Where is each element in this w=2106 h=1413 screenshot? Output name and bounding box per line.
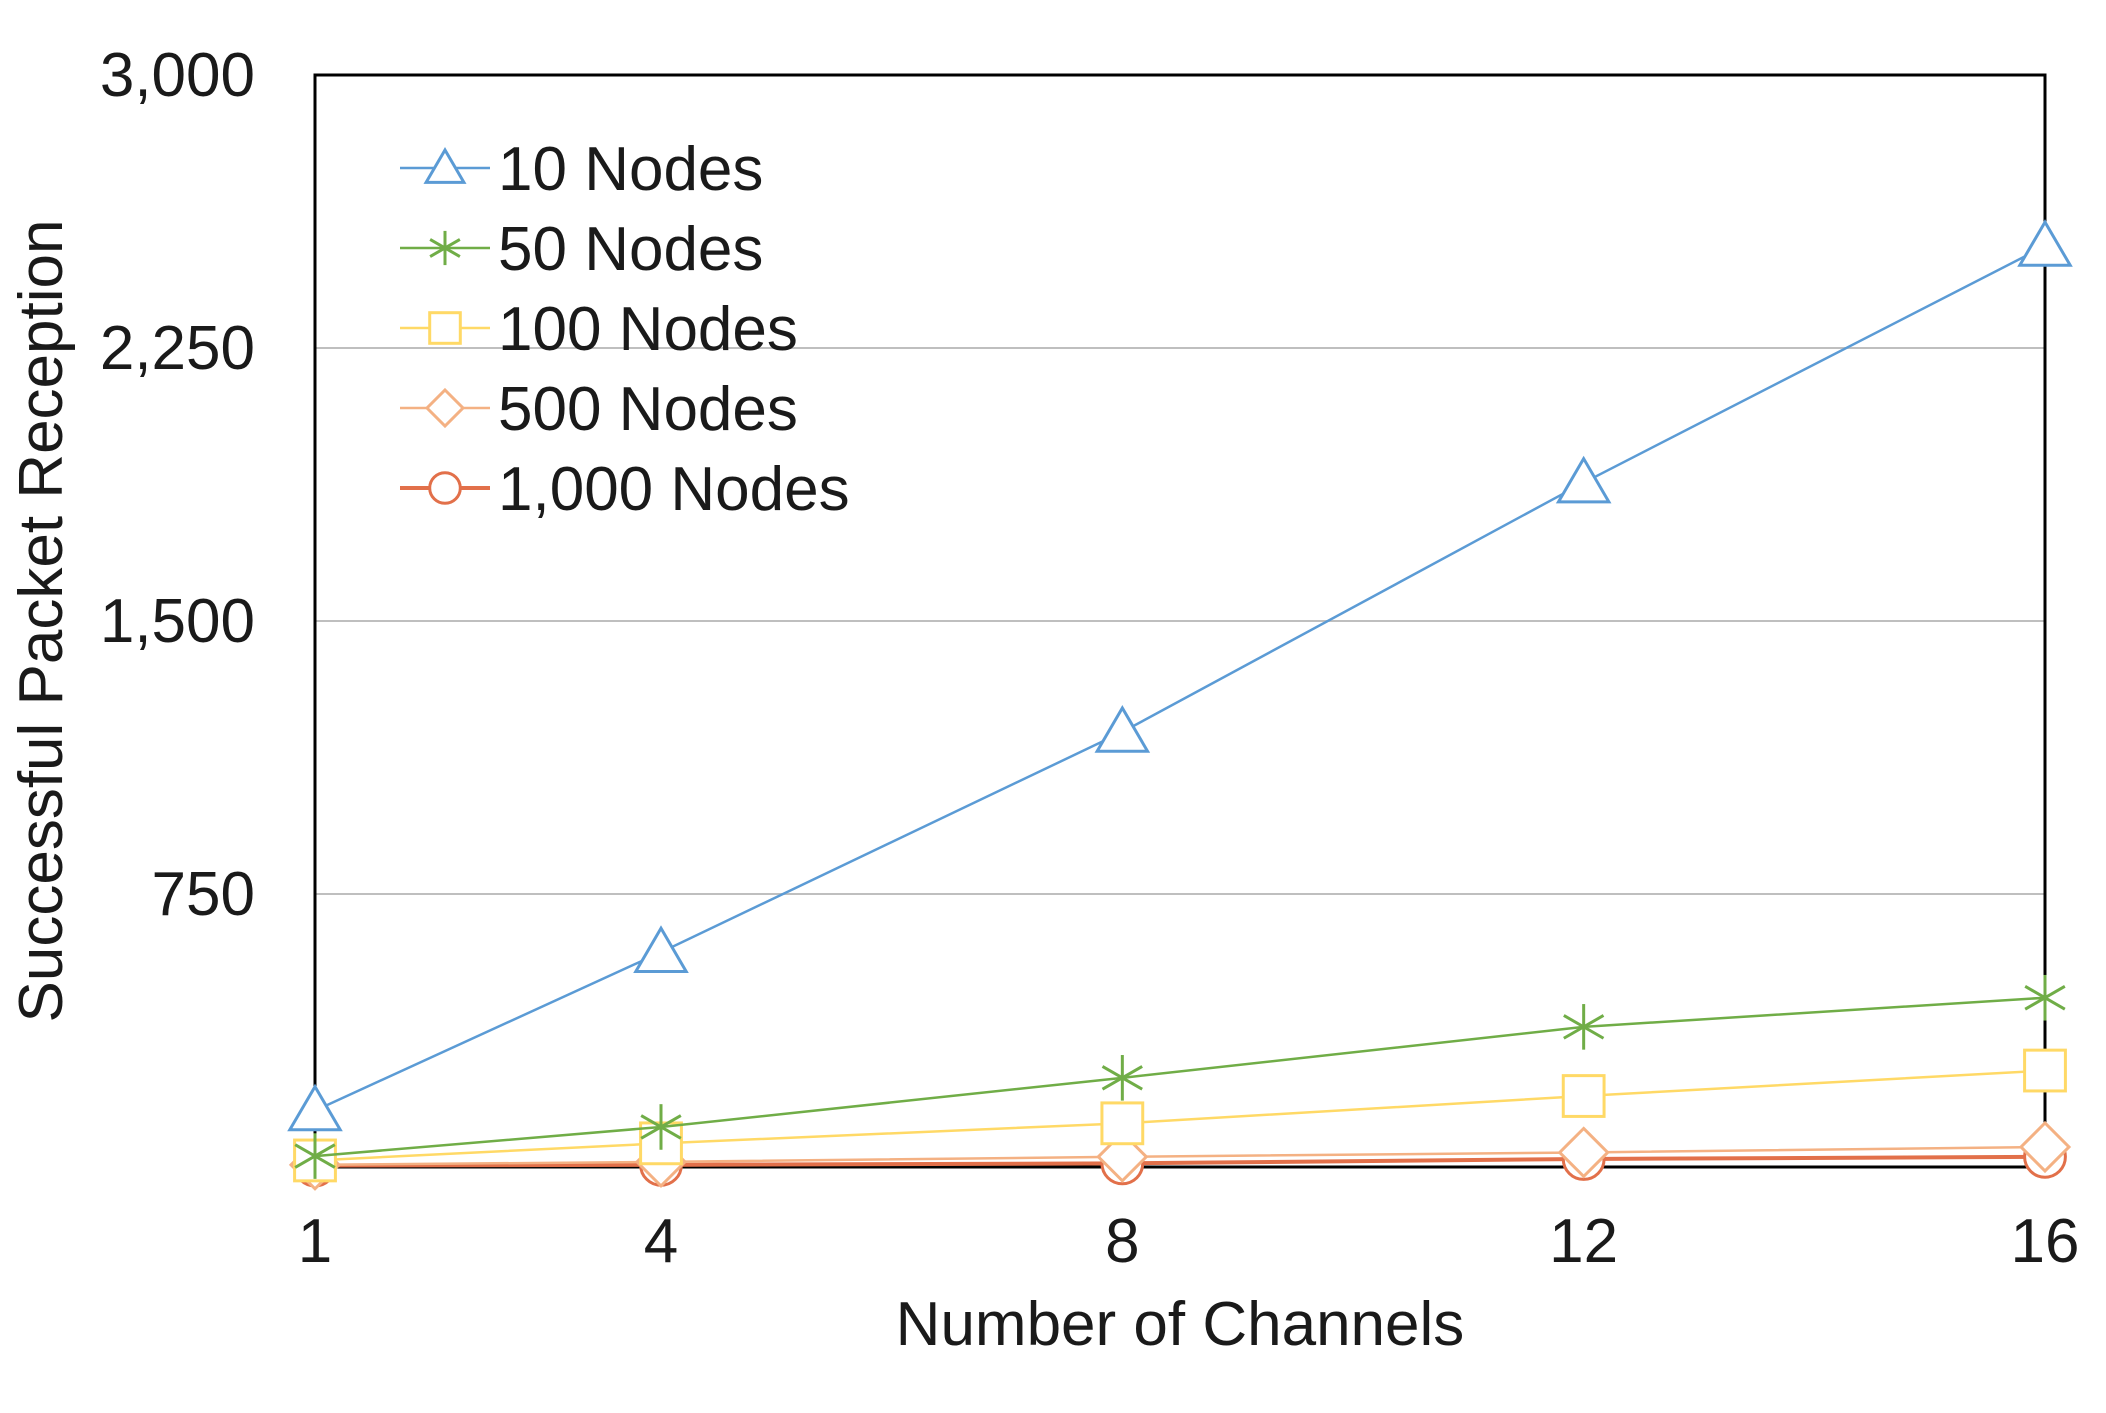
legend-item: 50 Nodes bbox=[400, 215, 763, 284]
legend: 10 Nodes 50 Nodes 100 Nodes 500 Nodes 1,000 … bbox=[400, 135, 850, 524]
data-point bbox=[2023, 1048, 2067, 1093]
grid-lines bbox=[315, 347, 2045, 895]
legend-label: 10 Nodes bbox=[498, 135, 763, 204]
legend-item: 1,000 Nodes bbox=[400, 455, 850, 524]
legend-marker bbox=[428, 311, 462, 345]
data-point bbox=[287, 1083, 343, 1132]
legend-marker bbox=[423, 147, 467, 184]
x-tick-label: 16 bbox=[2011, 1207, 2080, 1276]
y-axis-title: Successful Packet Reception bbox=[7, 220, 76, 1023]
data-point bbox=[2017, 219, 2073, 267]
x-tick-label: 8 bbox=[1105, 1207, 1139, 1276]
series-1-000-nodes bbox=[293, 1134, 2067, 1188]
legend-item: 10 Nodes bbox=[400, 135, 763, 204]
y-axis-ticks: 750 1,500 2,250 3,000 bbox=[100, 41, 255, 929]
series-50-nodes bbox=[294, 974, 2066, 1179]
x-axis-title: Number of Channels bbox=[896, 1290, 1465, 1359]
data-point bbox=[1101, 1055, 1143, 1101]
series-10-nodes bbox=[287, 219, 2073, 1132]
y-tick-label: 750 bbox=[152, 860, 255, 929]
data-point bbox=[1094, 705, 1151, 753]
series-line bbox=[314, 1154, 2046, 1168]
data-point bbox=[633, 925, 689, 973]
data-point bbox=[1563, 1004, 1605, 1050]
legend-label: 500 Nodes bbox=[498, 375, 798, 444]
x-tick-label: 12 bbox=[1549, 1207, 1618, 1276]
legend-label: 1,000 Nodes bbox=[498, 455, 850, 524]
series-500-nodes bbox=[288, 1120, 2072, 1191]
data-point bbox=[294, 1133, 336, 1179]
y-tick-label: 3,000 bbox=[100, 41, 255, 110]
x-axis-ticks: 1 4 8 12 16 bbox=[298, 1207, 2080, 1276]
data-point bbox=[1557, 1126, 1610, 1179]
data-point bbox=[640, 1104, 682, 1150]
data-point bbox=[1561, 1074, 1606, 1118]
series-line bbox=[314, 1069, 2046, 1162]
series-line bbox=[314, 996, 2046, 1158]
legend-label: 100 Nodes bbox=[498, 295, 798, 364]
legend-item: 100 Nodes bbox=[400, 295, 798, 364]
data-point bbox=[2018, 1120, 2072, 1174]
y-tick-label: 1,500 bbox=[100, 587, 255, 656]
plot-frame bbox=[313, 73, 2047, 1169]
legend-marker bbox=[429, 230, 461, 266]
x-tick-label: 1 bbox=[298, 1207, 332, 1276]
series-group bbox=[287, 219, 2073, 1191]
legend-marker bbox=[428, 471, 462, 505]
y-tick-label: 2,250 bbox=[100, 314, 255, 383]
data-point bbox=[1555, 455, 1612, 504]
legend-marker bbox=[424, 387, 466, 429]
legend-label: 50 Nodes bbox=[498, 215, 763, 284]
series-100-nodes bbox=[293, 1048, 2067, 1183]
data-point bbox=[2024, 974, 2066, 1021]
data-point bbox=[1100, 1101, 1145, 1146]
x-tick-label: 4 bbox=[644, 1207, 678, 1276]
legend-item: 500 Nodes bbox=[400, 375, 798, 444]
